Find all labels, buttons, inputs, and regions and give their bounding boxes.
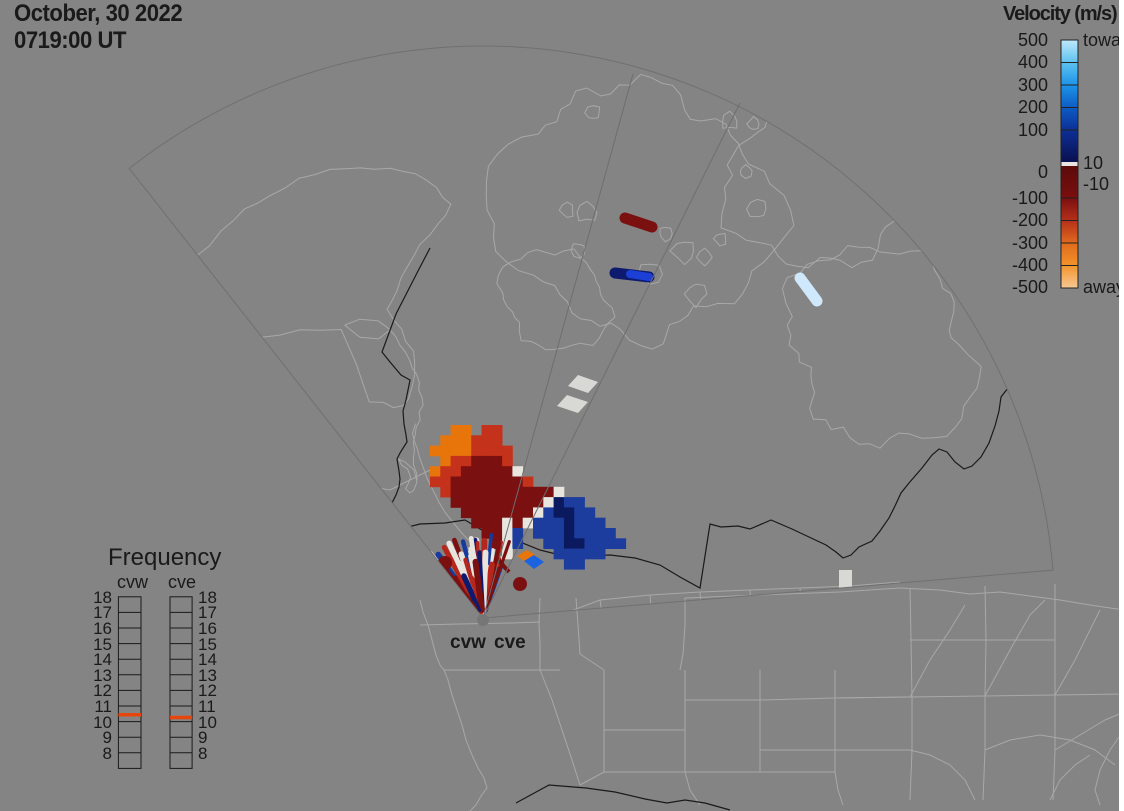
svg-text:-500: -500 (1012, 277, 1048, 297)
svg-text:Frequency: Frequency (108, 544, 221, 571)
svg-text:-200: -200 (1012, 210, 1048, 230)
svg-text:cve: cve (494, 632, 526, 653)
svg-text:500: 500 (1018, 30, 1048, 50)
svg-text:-100: -100 (1012, 188, 1048, 208)
svg-text:400: 400 (1018, 52, 1048, 72)
svg-text:200: 200 (1018, 97, 1048, 117)
svg-text:cvw: cvw (117, 572, 149, 592)
svg-text:300: 300 (1018, 75, 1048, 95)
svg-text:Velocity (m/s): Velocity (m/s) (1003, 3, 1117, 25)
svg-text:8: 8 (198, 744, 207, 763)
svg-text:away: away (1083, 277, 1124, 297)
svg-text:cvw: cvw (450, 632, 486, 653)
svg-text:-400: -400 (1012, 255, 1048, 275)
svg-text:toward: toward (1083, 30, 1124, 50)
svg-text:0: 0 (1038, 162, 1048, 182)
svg-text:-10: -10 (1083, 174, 1109, 194)
svg-text:cve: cve (168, 572, 196, 592)
svg-text:100: 100 (1018, 120, 1048, 140)
svg-text:8: 8 (103, 744, 112, 763)
svg-text:-300: -300 (1012, 233, 1048, 253)
svg-text:10: 10 (1083, 153, 1103, 173)
